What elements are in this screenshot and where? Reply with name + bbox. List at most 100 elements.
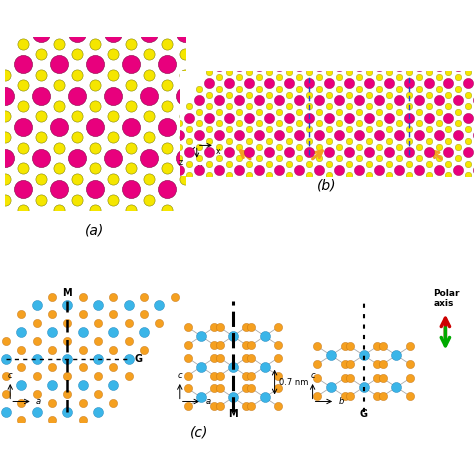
Point bbox=[215, 85, 223, 93]
Point bbox=[165, 137, 173, 145]
Point bbox=[109, 71, 117, 79]
Point bbox=[175, 166, 183, 173]
Point bbox=[445, 137, 452, 145]
Point bbox=[109, 154, 117, 162]
Point bbox=[127, 82, 135, 89]
Point bbox=[217, 113, 225, 120]
Point bbox=[355, 154, 363, 162]
Point bbox=[445, 114, 452, 121]
Point bbox=[19, 206, 27, 214]
Point bbox=[79, 328, 87, 336]
Point bbox=[315, 73, 322, 81]
Point bbox=[235, 154, 243, 162]
Point bbox=[225, 148, 233, 156]
Point bbox=[285, 148, 292, 156]
Point bbox=[265, 148, 273, 156]
Point bbox=[19, 164, 27, 172]
Point bbox=[55, 40, 63, 47]
Point bbox=[465, 126, 472, 133]
Point bbox=[64, 355, 71, 362]
Point bbox=[395, 73, 402, 81]
Point bbox=[245, 172, 253, 179]
Point bbox=[385, 91, 392, 99]
Point bbox=[255, 62, 263, 70]
Point bbox=[91, 61, 99, 68]
Point bbox=[1, 92, 9, 100]
Point bbox=[455, 108, 462, 116]
Point bbox=[295, 154, 302, 162]
Point bbox=[185, 160, 193, 168]
Point bbox=[395, 62, 402, 70]
Point bbox=[199, 82, 207, 89]
Point bbox=[405, 148, 412, 156]
Point bbox=[435, 97, 442, 104]
Point bbox=[33, 408, 41, 415]
Point bbox=[235, 82, 243, 89]
Point bbox=[415, 62, 422, 70]
Point bbox=[216, 354, 223, 362]
Point bbox=[1, 113, 9, 120]
Point bbox=[18, 328, 25, 336]
Point bbox=[235, 85, 243, 93]
Point bbox=[455, 85, 462, 93]
Text: a: a bbox=[206, 397, 210, 406]
Point bbox=[295, 143, 302, 150]
Point bbox=[465, 91, 472, 99]
Point bbox=[215, 119, 223, 127]
Point bbox=[305, 126, 312, 133]
Point bbox=[365, 160, 373, 168]
Point bbox=[79, 346, 87, 354]
Point bbox=[37, 175, 45, 182]
Point bbox=[64, 390, 71, 398]
Point bbox=[275, 154, 283, 162]
Point bbox=[445, 102, 452, 110]
Point bbox=[385, 68, 392, 75]
Point bbox=[1, 175, 9, 182]
Point bbox=[425, 137, 432, 145]
Point bbox=[305, 172, 312, 179]
Point bbox=[145, 175, 153, 182]
Point bbox=[94, 301, 102, 309]
Point bbox=[181, 92, 189, 100]
Point bbox=[225, 79, 233, 87]
Point bbox=[275, 85, 283, 93]
Point bbox=[247, 372, 255, 380]
Point bbox=[109, 293, 117, 301]
Point bbox=[315, 108, 322, 116]
Point bbox=[265, 102, 273, 110]
Point bbox=[19, 102, 27, 110]
Text: M: M bbox=[63, 289, 72, 299]
Point bbox=[195, 166, 203, 173]
Point bbox=[19, 144, 27, 151]
Point bbox=[315, 62, 322, 70]
Point bbox=[145, 113, 153, 120]
Point bbox=[79, 310, 87, 318]
Point bbox=[91, 185, 99, 193]
Point bbox=[210, 384, 218, 392]
Point bbox=[210, 323, 218, 331]
Point bbox=[185, 148, 193, 156]
Point bbox=[216, 384, 223, 392]
Point bbox=[181, 113, 189, 120]
Point bbox=[2, 408, 10, 415]
Point bbox=[405, 68, 412, 75]
Point bbox=[313, 392, 321, 400]
Point bbox=[415, 131, 422, 139]
Point bbox=[255, 108, 263, 116]
Point bbox=[345, 137, 353, 145]
Point bbox=[305, 91, 312, 99]
Point bbox=[48, 381, 56, 389]
Point bbox=[127, 19, 135, 27]
Point bbox=[285, 137, 292, 145]
Point bbox=[315, 97, 322, 104]
Text: (b): (b) bbox=[317, 178, 337, 192]
Point bbox=[335, 154, 343, 162]
Point bbox=[274, 354, 282, 362]
Point bbox=[465, 68, 472, 75]
Point bbox=[406, 361, 414, 368]
Point bbox=[205, 137, 213, 145]
Point bbox=[295, 97, 302, 104]
Point bbox=[18, 417, 25, 424]
Point bbox=[375, 131, 383, 139]
Point bbox=[325, 114, 333, 121]
